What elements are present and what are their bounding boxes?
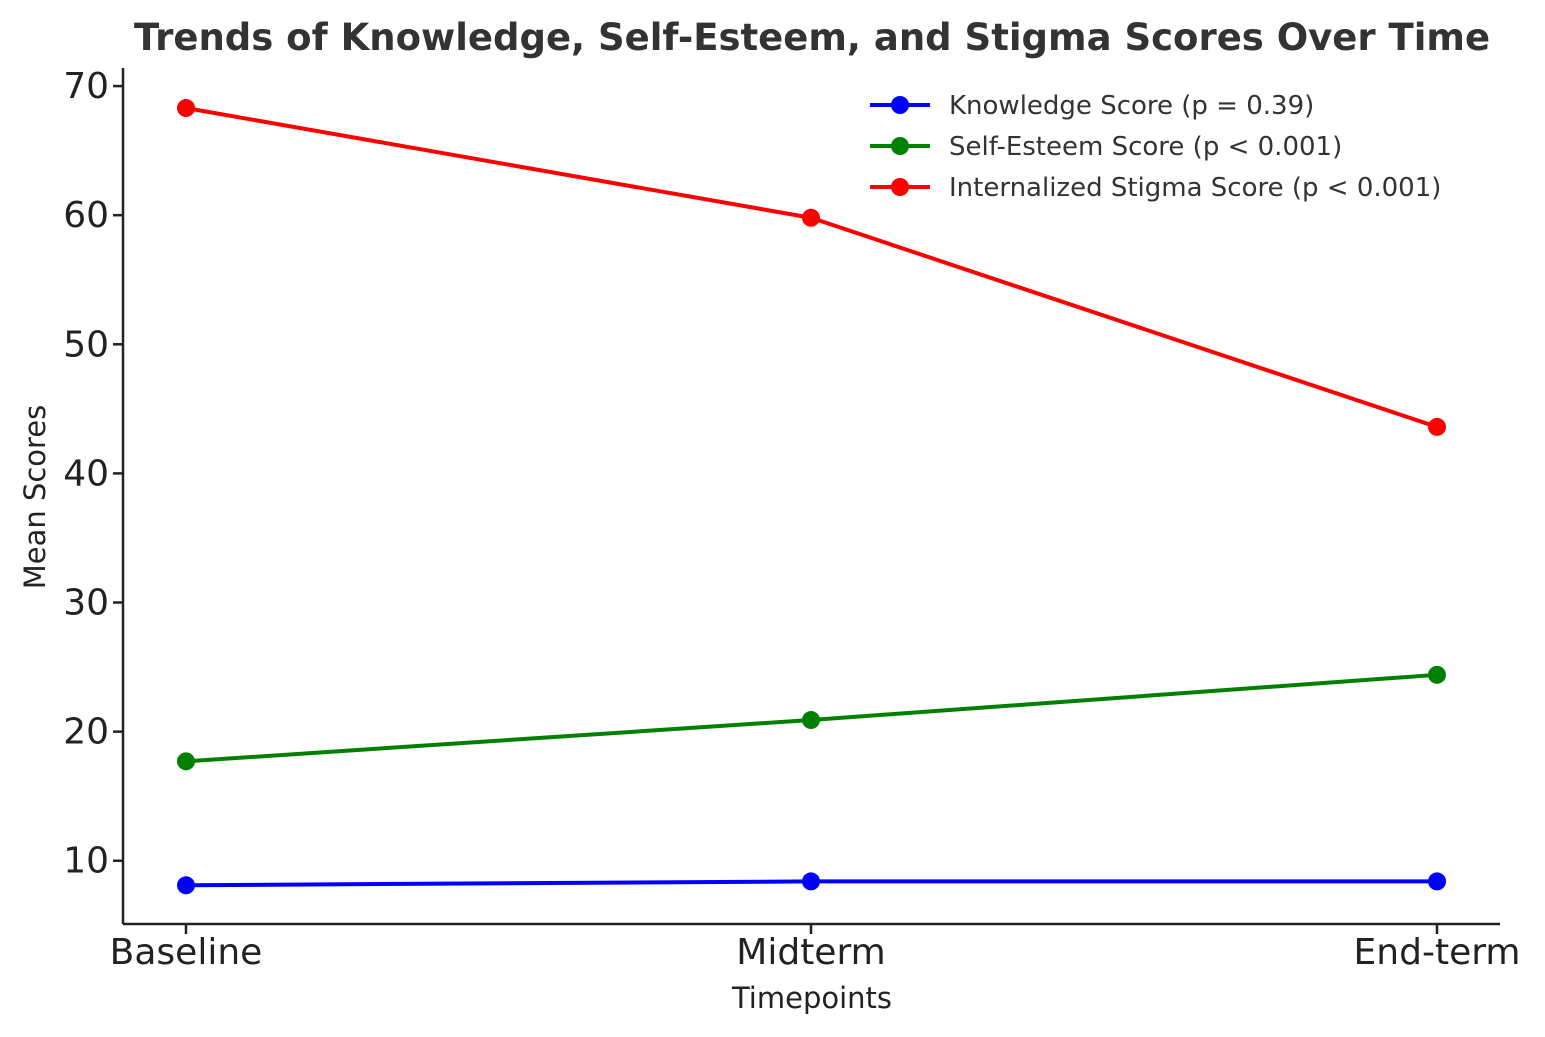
x-tick-label: Baseline (110, 932, 263, 973)
y-tick-label: 50 (63, 324, 109, 365)
y-axis-ticks: 10 20 30 40 50 60 70 (63, 66, 123, 882)
y-tick-label: 60 (63, 195, 109, 236)
y-tick-label: 40 (63, 453, 109, 494)
plot-area (177, 99, 1446, 895)
y-tick-label: 10 (63, 841, 109, 882)
chart-title: Trends of Knowledge, Self-Esteem, and St… (134, 16, 1490, 59)
data-point (1428, 872, 1446, 891)
x-axis-ticks: Baseline Midterm End-term (110, 924, 1521, 973)
legend-marker (891, 178, 909, 196)
y-tick-label: 20 (63, 712, 109, 753)
data-point (177, 99, 195, 118)
x-tick-label: Midterm (736, 932, 885, 973)
legend: Knowledge Score (p = 0.39) Self-Esteem Sc… (870, 91, 1441, 203)
data-point (802, 711, 820, 730)
y-axis-label: Mean Scores (18, 405, 52, 590)
data-point (177, 752, 195, 771)
y-tick-label: 70 (63, 66, 109, 107)
y-tick-label: 30 (63, 583, 109, 624)
legend-label: Knowledge Score (p = 0.39) (949, 91, 1314, 121)
legend-marker (891, 96, 909, 114)
data-point (802, 872, 820, 891)
legend-marker (891, 137, 909, 155)
legend-label: Internalized Stigma Score (p < 0.001) (949, 173, 1441, 203)
data-point (177, 876, 195, 895)
data-point (1428, 417, 1446, 436)
data-point (1428, 665, 1446, 684)
x-axis-label: Timepoints (731, 981, 892, 1015)
legend-label: Self-Esteem Score (p < 0.001) (949, 132, 1342, 162)
x-tick-label: End-term (1354, 932, 1521, 973)
data-point (802, 208, 820, 227)
